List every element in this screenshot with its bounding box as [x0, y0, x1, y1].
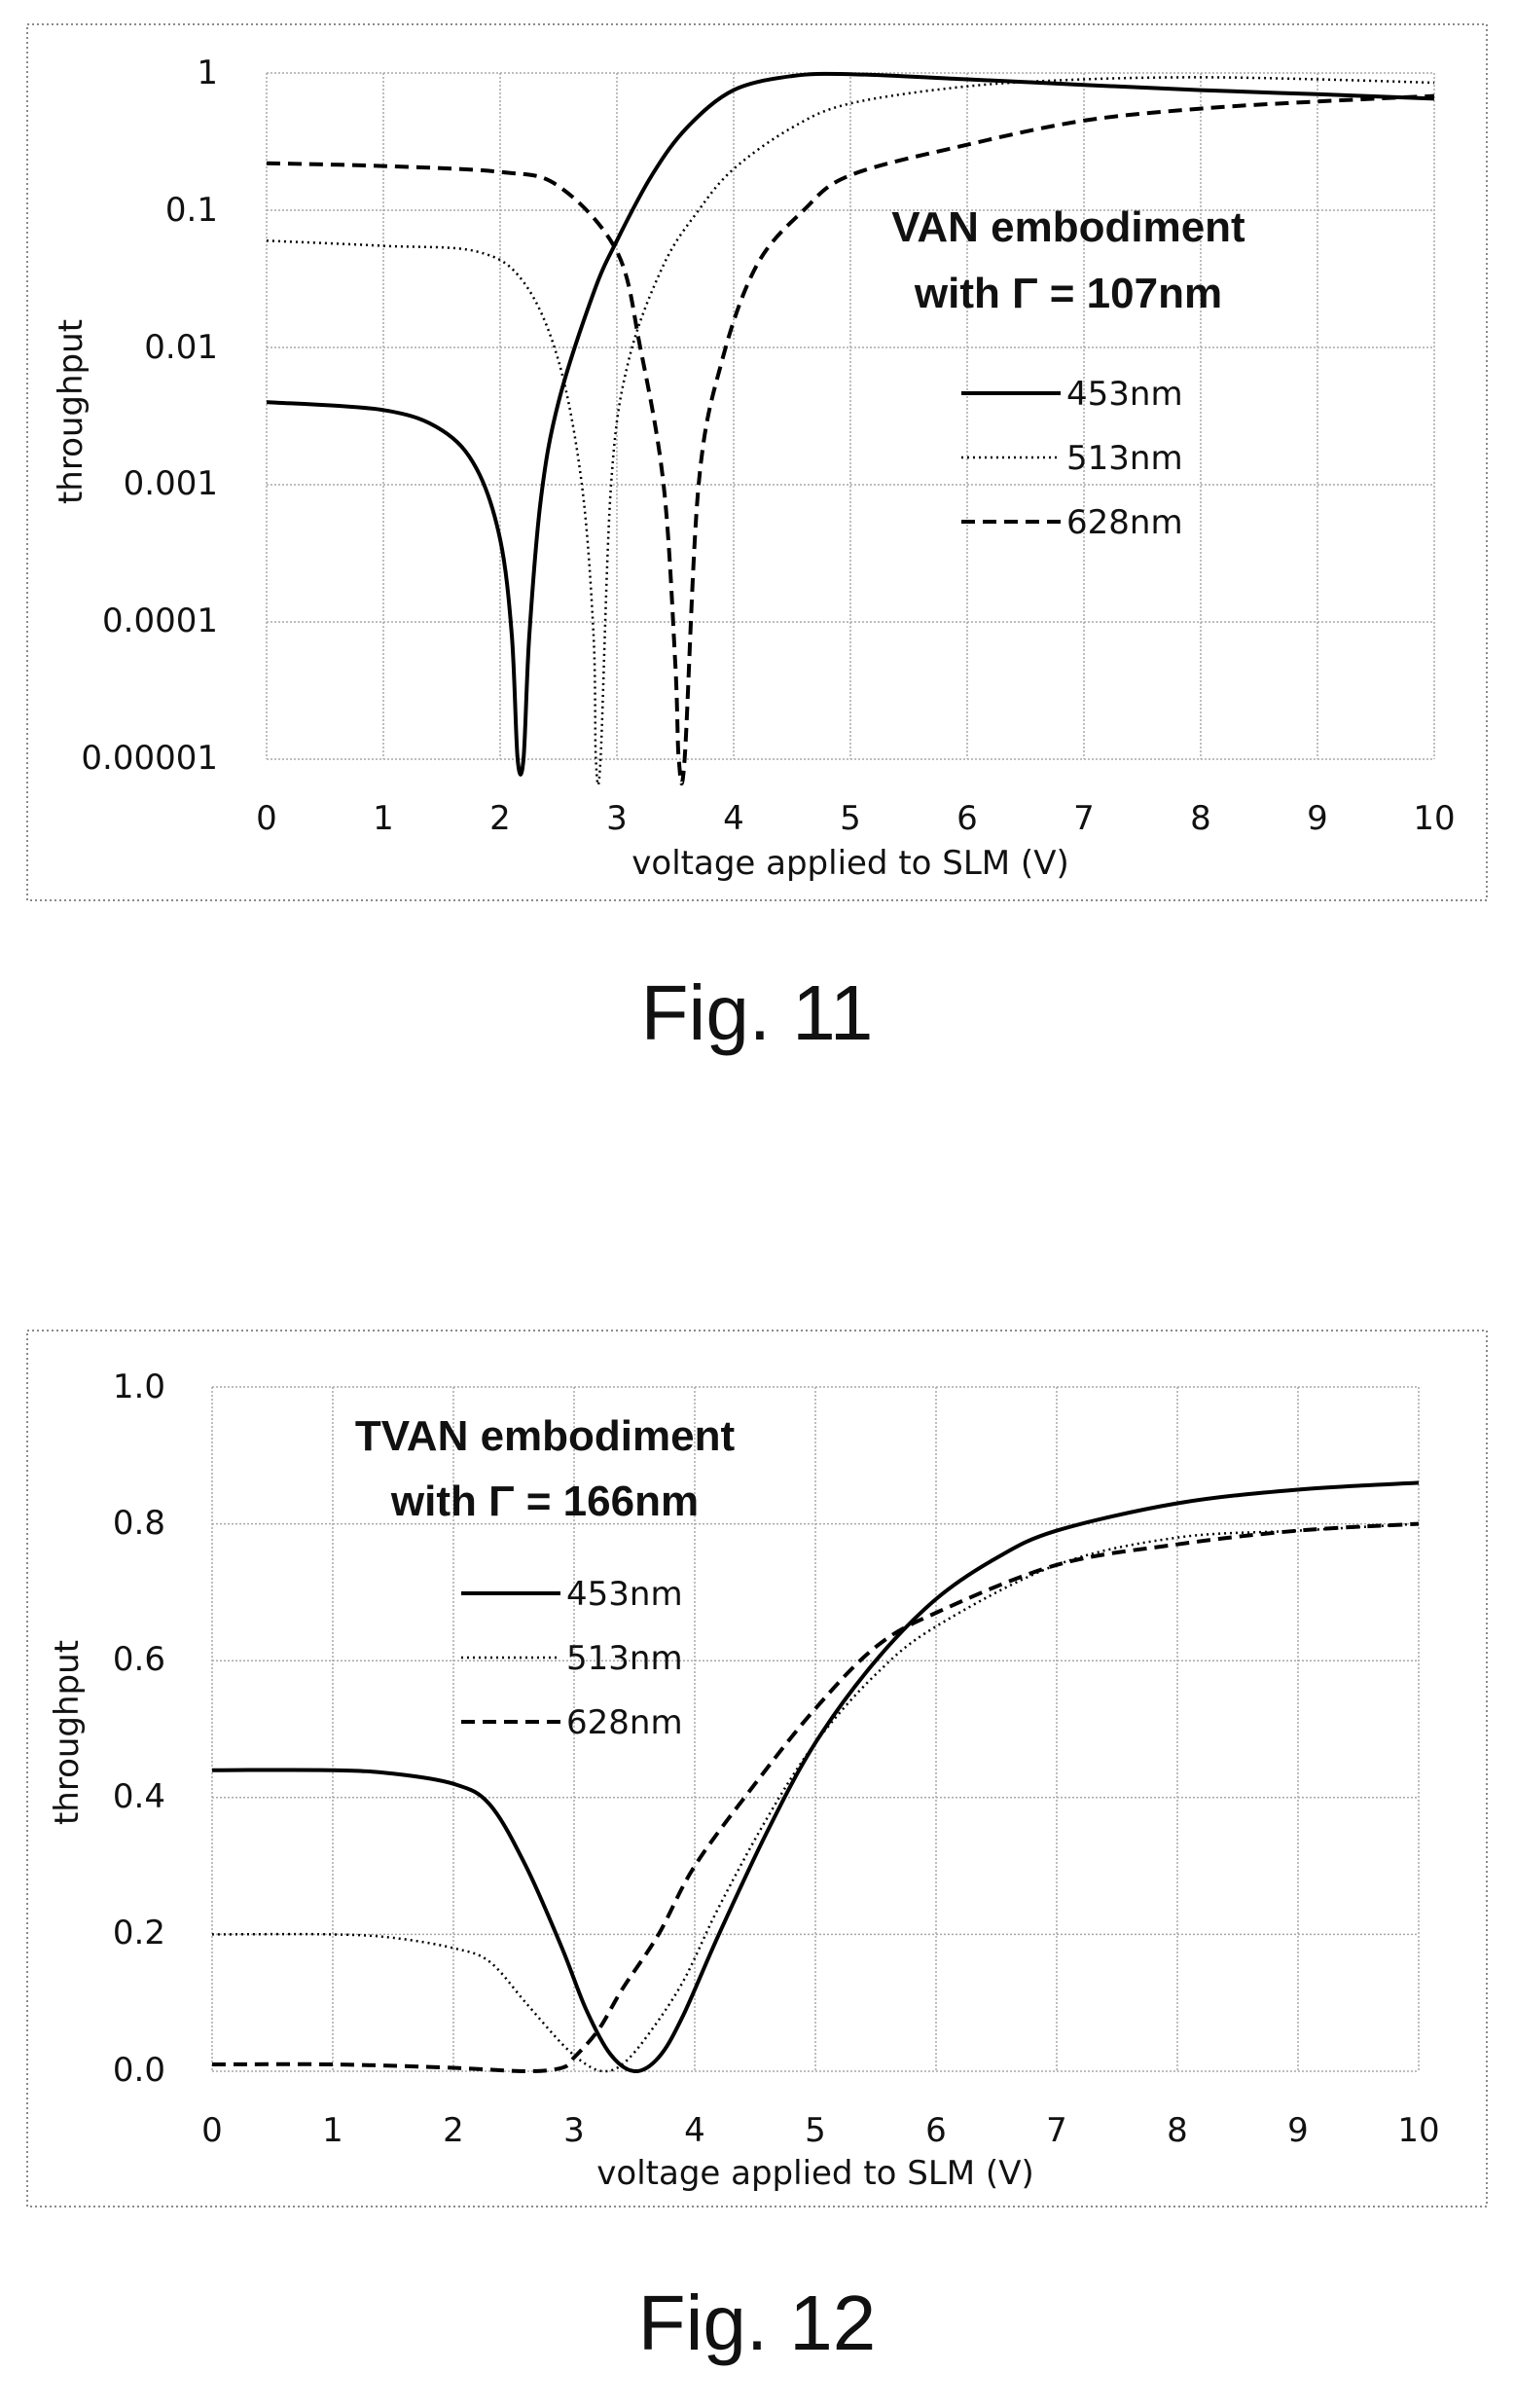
y-tick-label: 0.0	[113, 2051, 165, 2090]
x-tick-label: 3	[563, 2111, 585, 2150]
chart-fig12: 1.0 0.8 0.6 0.4 0.2 0.0 0 1 2 3 4 5 6 7 …	[26, 1330, 1488, 2207]
x-tick-label: 5	[805, 2111, 826, 2150]
chart-title: VAN embodiment with Γ = 107nm	[891, 203, 1245, 317]
chart-title-line: VAN embodiment	[891, 203, 1245, 251]
x-tick-label: 7	[1073, 799, 1095, 838]
series-line-628nm	[266, 93, 1435, 786]
x-axis-label: voltage applied to SLM (V)	[596, 2154, 1033, 2193]
y-tick-label: 0.00001	[81, 739, 218, 778]
gridlines	[266, 72, 1435, 760]
x-tick-label: 8	[1190, 799, 1211, 838]
gridlines	[211, 1386, 1420, 2072]
x-tick-label: 10	[1413, 799, 1455, 838]
y-tick-label: 0.0001	[102, 602, 218, 640]
chart-fig11: 1 0.1 0.01 0.001 0.0001 0.00001 0 1 2 3 …	[26, 23, 1488, 901]
y-tick-label: 0.8	[113, 1504, 165, 1543]
chart-title-line: TVAN embodiment	[355, 1412, 736, 1460]
series-line-453nm	[211, 1480, 1420, 2074]
y-tick-label: 0.001	[124, 464, 218, 503]
chart-title-line: with Γ = 107nm	[914, 270, 1222, 317]
series-lines	[211, 1480, 1420, 2074]
x-axis-label: voltage applied to SLM (V)	[631, 844, 1068, 883]
y-tick-label: 0.6	[113, 1640, 165, 1679]
y-tick-label: 0.2	[113, 1914, 165, 1952]
chart-frame	[26, 23, 1488, 901]
x-tick-label: 1	[322, 2111, 343, 2150]
y-tick-label: 1.0	[113, 1368, 165, 1406]
x-tick-label: 0	[201, 2111, 223, 2150]
y-tick-labels: 1 0.1 0.01 0.001 0.0001 0.00001	[81, 54, 218, 778]
x-tick-label: 7	[1046, 2111, 1067, 2150]
legend: 453nm 513nm 628nm	[961, 375, 1183, 542]
x-tick-label: 6	[925, 2111, 947, 2150]
legend: 453nm 513nm 628nm	[461, 1575, 683, 1742]
chart-frame	[26, 1330, 1488, 2207]
legend-label: 513nm	[1066, 439, 1183, 478]
x-tick-label: 10	[1397, 2111, 1439, 2150]
x-tick-label: 2	[443, 2111, 464, 2150]
series-line-453nm	[266, 71, 1435, 777]
x-tick-labels: 0 1 2 3 4 5 6 7 8 9 10	[201, 2111, 1439, 2150]
y-tick-label: 1	[197, 54, 218, 92]
x-tick-label: 0	[256, 799, 277, 838]
y-axis-label: throughput	[52, 319, 90, 504]
legend-label: 628nm	[566, 1703, 683, 1742]
y-tick-labels: 1.0 0.8 0.6 0.4 0.2 0.0	[113, 1368, 165, 2090]
legend-label: 453nm	[566, 1575, 683, 1614]
y-tick-label: 0.4	[113, 1777, 165, 1816]
legend-label: 513nm	[566, 1639, 683, 1678]
y-tick-label: 0.01	[144, 328, 218, 367]
x-tick-label: 4	[723, 799, 744, 838]
x-tick-label: 9	[1287, 2111, 1309, 2150]
legend-label: 628nm	[1066, 503, 1183, 542]
series-line-628nm	[211, 1521, 1420, 2074]
x-tick-label: 8	[1167, 2111, 1188, 2150]
x-tick-label: 1	[373, 799, 394, 838]
series-lines	[266, 71, 1435, 786]
figure-label: Fig. 11	[641, 969, 874, 1056]
figure-label: Fig. 12	[638, 2280, 877, 2366]
chart-title: TVAN embodiment with Γ = 166nm	[355, 1412, 736, 1525]
y-tick-label: 0.1	[165, 191, 218, 230]
x-tick-label: 3	[606, 799, 628, 838]
x-tick-label: 5	[840, 799, 861, 838]
x-tick-label: 9	[1307, 799, 1328, 838]
x-tick-label: 6	[956, 799, 978, 838]
series-line-513nm	[211, 1522, 1420, 2073]
x-tick-labels: 0 1 2 3 4 5 6 7 8 9 10	[256, 799, 1455, 838]
legend-label: 453nm	[1066, 375, 1183, 414]
x-tick-label: 2	[489, 799, 511, 838]
y-axis-label: throughput	[48, 1640, 87, 1825]
chart-title-line: with Γ = 166nm	[390, 1478, 699, 1525]
x-tick-label: 4	[684, 2111, 705, 2150]
